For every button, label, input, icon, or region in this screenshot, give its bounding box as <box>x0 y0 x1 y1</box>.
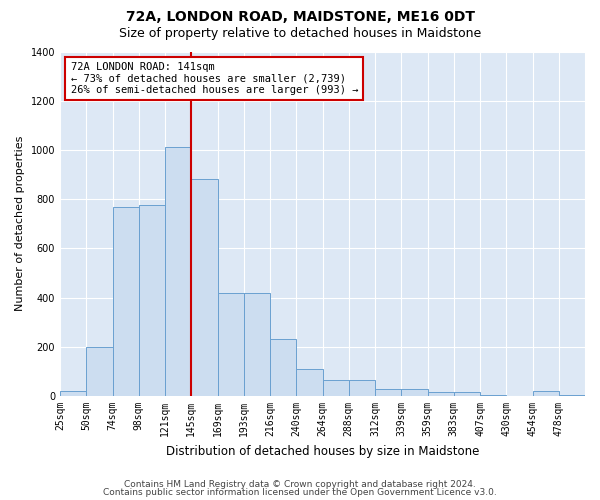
Bar <box>428 392 454 396</box>
Bar <box>218 292 244 396</box>
Bar <box>533 391 559 396</box>
Bar <box>375 388 401 396</box>
Bar <box>86 347 113 396</box>
Y-axis label: Number of detached properties: Number of detached properties <box>15 136 25 312</box>
Bar <box>244 292 270 396</box>
Bar <box>559 395 585 396</box>
Text: 72A LONDON ROAD: 141sqm
← 73% of detached houses are smaller (2,739)
26% of semi: 72A LONDON ROAD: 141sqm ← 73% of detache… <box>71 62 358 95</box>
Bar <box>401 388 428 396</box>
Bar <box>113 206 139 396</box>
Bar <box>323 380 349 396</box>
Text: Contains HM Land Registry data © Crown copyright and database right 2024.: Contains HM Land Registry data © Crown c… <box>124 480 476 489</box>
Bar <box>60 391 86 396</box>
Bar <box>296 369 323 396</box>
Bar <box>454 392 480 396</box>
Text: Size of property relative to detached houses in Maidstone: Size of property relative to detached ho… <box>119 28 481 40</box>
Bar <box>139 206 165 396</box>
Bar <box>270 340 296 396</box>
Bar <box>349 380 375 396</box>
Bar <box>191 180 218 396</box>
Text: Contains public sector information licensed under the Open Government Licence v3: Contains public sector information licen… <box>103 488 497 497</box>
Bar <box>480 395 506 396</box>
X-axis label: Distribution of detached houses by size in Maidstone: Distribution of detached houses by size … <box>166 444 479 458</box>
Text: 72A, LONDON ROAD, MAIDSTONE, ME16 0DT: 72A, LONDON ROAD, MAIDSTONE, ME16 0DT <box>125 10 475 24</box>
Bar <box>165 148 191 396</box>
